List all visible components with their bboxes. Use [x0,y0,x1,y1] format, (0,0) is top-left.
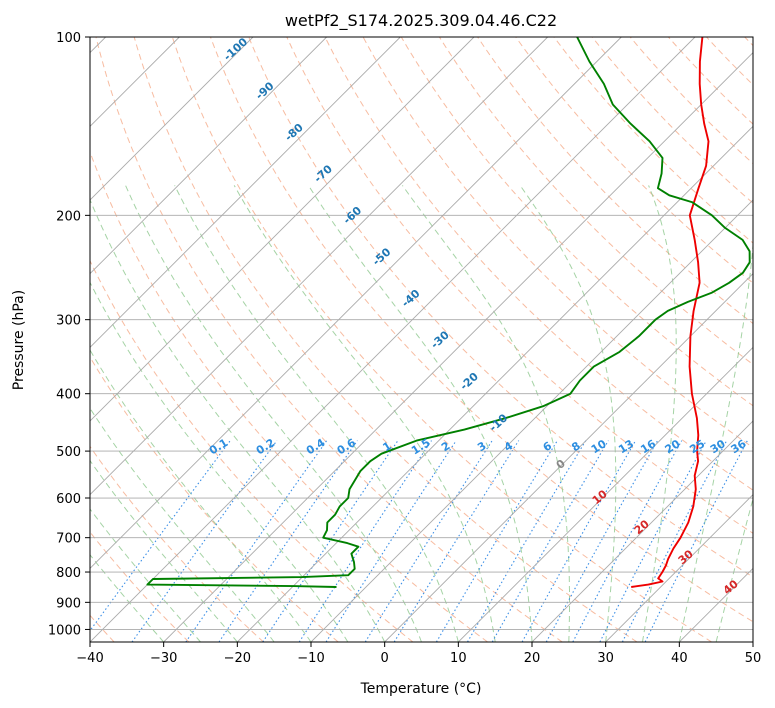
x-tick-label: 10 [450,651,467,666]
isotherm-line [531,420,753,642]
profiles [146,37,751,588]
dry-adiabat-line [591,37,753,204]
y-axis-label: Pressure (hPa) [11,290,27,390]
mixing-ratio-line [298,440,432,642]
mixing-ratio-line [491,440,609,642]
mixing-ratio-line [467,440,587,642]
dry-adiabat-line [171,37,712,642]
y-tick-label: 600 [56,492,81,507]
chart-title: wetPf2_S174.2025.309.04.46.C22 [285,11,557,31]
isotherm-line [605,494,753,642]
moist-adiabat-line [307,185,533,642]
x-tick-label: −10 [297,651,324,666]
axis-ticks: −40 −30 −20 −10 0 10 20 30 40 50 100 200 300 400 500 60… [48,31,761,666]
dry-adiabat-line [515,37,753,284]
x-tick-label: −30 [150,651,177,666]
isotherm-line [90,37,254,201]
dry-adiabat-line [90,259,414,642]
dry-adiabat-line [400,37,753,407]
grid [90,37,753,642]
mixing-ratio-line [325,440,457,642]
x-axis-label: Temperature (°C) [360,681,482,697]
mixing-ratio-line [572,440,683,642]
mixing-ratio-line [545,440,659,642]
mixing-ratio-line [262,440,399,642]
moist-adiabat-line [174,185,459,642]
moist-adiabat-line [90,508,201,642]
moist-adiabat-line [90,459,238,642]
y-tick-label: 400 [56,388,81,403]
temperature-profile-line [631,37,710,588]
x-tick-label: −40 [76,651,103,666]
dewpoint-profile-line [146,37,751,588]
y-tick-label: 200 [56,209,81,224]
moist-adiabat-line [90,281,349,642]
dry-adiabat-line [210,37,753,623]
mixing-ratio-line [131,440,278,642]
moist-adiabat-line [90,554,165,642]
isotherm-line [310,199,753,642]
moist-adiabat-line [90,198,386,642]
y-tick-label: 1000 [48,623,81,638]
x-tick-label: 40 [671,651,688,666]
y-tick-label: 100 [56,31,81,46]
mixing-ratio-line [185,440,328,642]
y-tick-label: 300 [56,314,81,329]
isotherm-line [384,273,753,642]
isotherm-line [90,37,696,642]
x-tick-label: 0 [381,651,389,666]
plot-area [90,37,753,642]
moist-adiabat-line [678,238,753,642]
moist-adiabat-line [401,185,570,642]
y-tick-label: 800 [56,566,81,581]
mixing-ratio-line [435,440,558,642]
moist-adiabat-line [715,496,753,642]
isotherm-line [90,37,327,275]
y-tick-label: 700 [56,532,81,547]
plot-frame [89,36,754,643]
dry-adiabat-line [133,37,638,642]
moist-adiabat-line [519,185,617,642]
moist-adiabat-line [233,185,496,642]
moist-adiabat-line [642,185,677,642]
x-tick-label: 50 [745,651,762,666]
x-tick-label: −20 [224,651,251,666]
x-tick-label: 30 [597,651,614,666]
dry-adiabat-line [90,445,264,642]
y-tick-label: 500 [56,445,81,460]
mixing-ratio-line [521,440,637,642]
isotherm-line [90,37,548,496]
dry-adiabat-line [629,37,753,165]
mixing-ratio-line [644,440,748,642]
dry-adiabat-line [477,37,753,325]
dry-adiabat-line [248,37,753,578]
x-tick-label: 20 [524,651,541,666]
mixing-ratio-line [90,440,231,632]
isotherm-line [90,37,475,422]
dry-adiabat-line [95,37,563,642]
y-tick-label: 900 [56,596,81,611]
isotherm-line [90,37,622,569]
dry-adiabat-line [324,37,753,491]
isotherm-line [458,346,753,642]
isotherm-line [90,37,401,348]
isotherm-line [163,52,753,642]
background-lines [90,37,753,642]
mixing-ratio-line [364,440,493,642]
